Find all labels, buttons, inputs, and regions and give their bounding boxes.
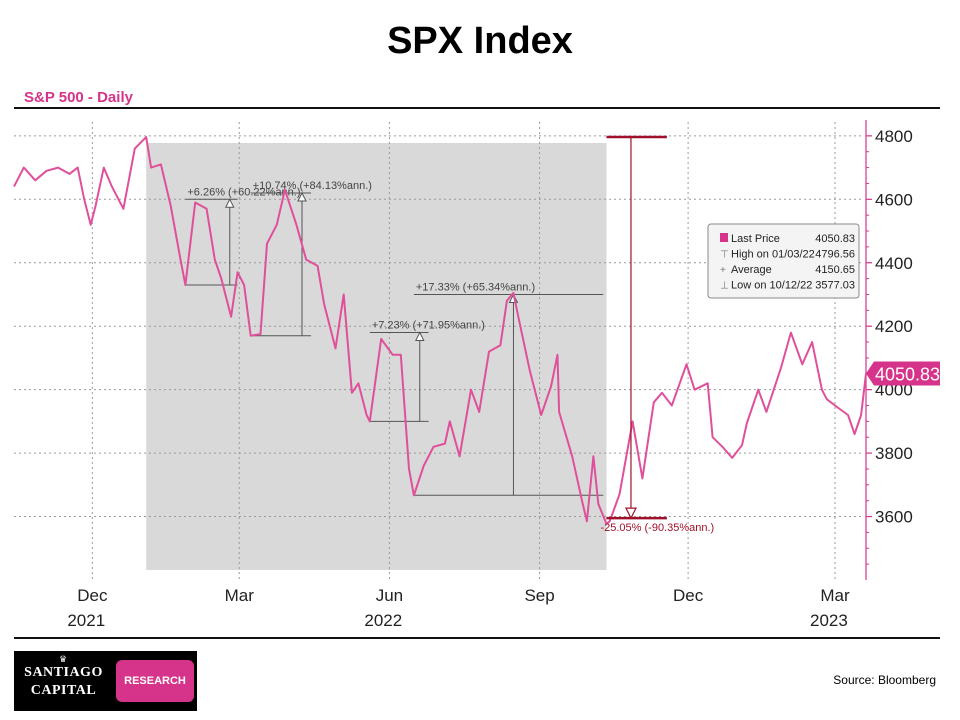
x-tick-label: Mar	[820, 586, 850, 605]
bottom-divider	[14, 637, 940, 639]
legend-value: 4150.65	[815, 264, 855, 276]
crest-icon: ♛	[58, 654, 68, 664]
legend-value: 4050.83	[815, 233, 855, 245]
logo-line-1: SANTIAGO	[24, 665, 103, 680]
page-title: SPX Index	[387, 20, 573, 62]
logo-line-2: CAPITAL	[30, 683, 97, 698]
logo-research-badge: RESEARCH	[116, 660, 194, 702]
last-price-tag	[866, 361, 940, 386]
legend-label: Average	[731, 264, 772, 276]
y-tick-label: 3800	[875, 444, 913, 463]
decline-label: -25.05% (-90.35%ann.)	[600, 522, 714, 534]
x-tick-label: Dec	[77, 586, 108, 605]
logo-wordmark: ♛ SANTIAGO CAPITAL	[14, 651, 113, 711]
logo-research-block: RESEARCH	[113, 651, 197, 711]
legend-swatch	[720, 233, 728, 242]
legend-value: 3577.03	[815, 280, 855, 292]
x-tick-label: Dec	[673, 586, 704, 605]
legend-symbol: +	[720, 265, 726, 276]
legend-symbol: ⊤	[720, 250, 729, 261]
rally-arrow-head	[297, 191, 307, 202]
x-tick-label: Jun	[376, 586, 403, 605]
y-tick-label: 4200	[875, 317, 913, 336]
y-tick-label: 4600	[875, 190, 913, 209]
legend-box	[707, 223, 860, 299]
rally-label: +17.33% (+65.34%ann.)	[416, 281, 535, 293]
legend-symbol: ⊥	[720, 281, 729, 292]
rally-arrow-head	[414, 331, 425, 342]
source-note: Source: Bloomberg	[833, 673, 936, 687]
x-year-label: 2021	[67, 611, 105, 630]
last-price-tag-label: 4050.83	[875, 365, 940, 385]
legend-value: 4796.56	[815, 249, 855, 261]
santiago-capital-logo: ♛ SANTIAGO CAPITAL RESEARCH	[14, 651, 197, 711]
rally-label: +7.23% (+71.95%ann.)	[372, 320, 485, 332]
rally-label: +6.26% (+60.22%ann.)	[187, 186, 300, 198]
legend-label: Low on 10/12/22	[731, 280, 812, 292]
x-tick-label: Mar	[225, 586, 255, 605]
top-divider	[14, 107, 940, 109]
y-tick-label: 4400	[875, 254, 913, 273]
y-tick-label: 3600	[875, 508, 913, 527]
legend-label: Last Price	[731, 233, 780, 245]
rally-label: +10.74% (+84.13%ann.)	[253, 180, 372, 192]
legend-label: High on 01/03/22	[731, 249, 815, 261]
x-year-label: 2023	[810, 611, 848, 630]
decline-arrow-head	[624, 507, 637, 520]
y-tick-label: 4800	[875, 127, 913, 146]
price-series-line	[13, 136, 867, 525]
x-tick-label: Sep	[524, 586, 554, 605]
rally-arrow-head	[224, 198, 235, 208]
chart-subtitle: S&P 500 - Daily	[24, 89, 133, 106]
x-year-label: 2022	[364, 611, 402, 630]
shaded-drawdown-region	[146, 143, 607, 570]
